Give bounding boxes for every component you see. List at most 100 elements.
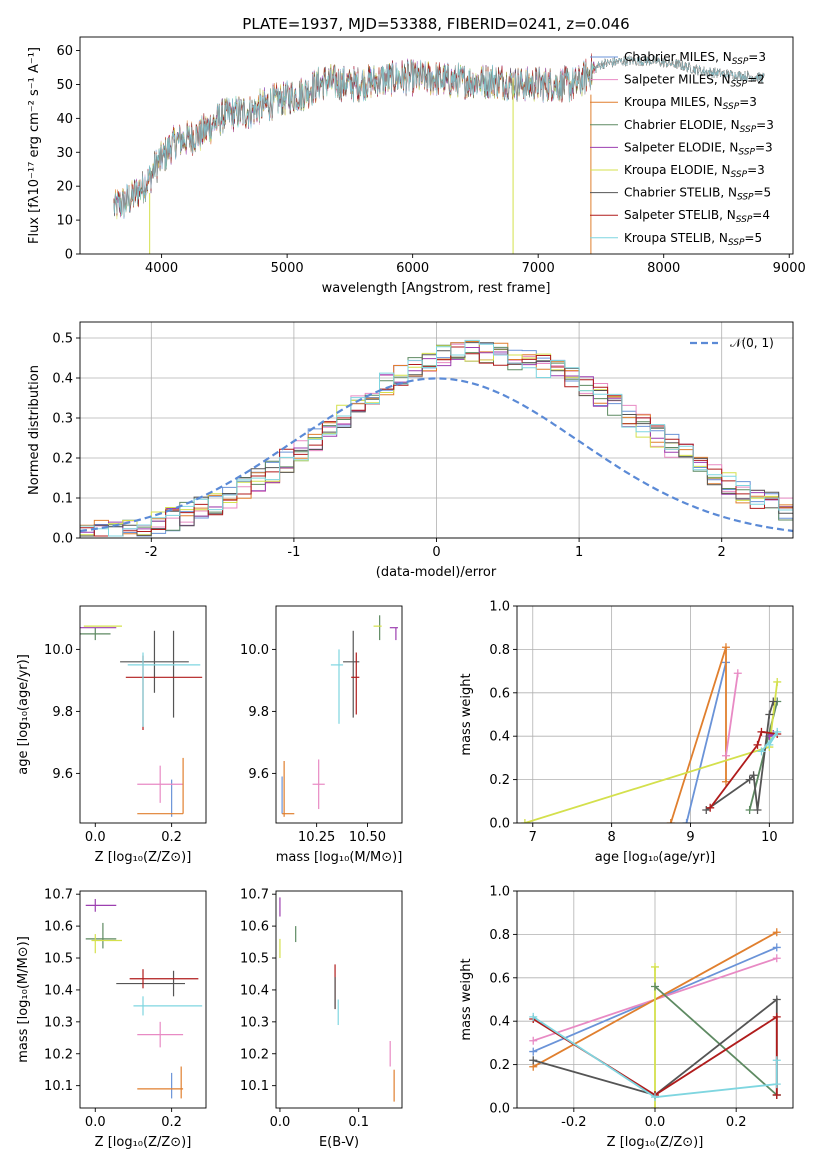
errorbar-point-4 bbox=[80, 627, 111, 641]
weight-line-series-7 bbox=[532, 1016, 778, 1099]
y-tick-label: 10.0 bbox=[240, 643, 269, 658]
y-tick-label: 9.8 bbox=[248, 705, 269, 720]
y-tick-label: 0.0 bbox=[52, 532, 73, 547]
weight-line-series-0 bbox=[685, 662, 727, 823]
y-tick-label: 0.4 bbox=[489, 1015, 510, 1030]
weight-marker-7-1 bbox=[753, 740, 762, 749]
y-tick-label: 0.0 bbox=[489, 817, 510, 832]
errorbar-point-1 bbox=[312, 759, 325, 810]
plot-area bbox=[113, 53, 765, 254]
axes-border bbox=[275, 605, 403, 824]
y-tick-label: 10.6 bbox=[240, 920, 269, 935]
mass-weight-vs-metallicity-panel: -0.2 0.0 0.2 0.0 0.2 0.4 0.6 0.8 1.0 Z [log₁₀(Z/Z… bbox=[459, 885, 794, 1150]
axes-frame: 4000 5000 6000 7000 8000 9000 0 10 20 30 40 50 60 wav… bbox=[27, 36, 806, 296]
weight-line-series-4 bbox=[654, 985, 778, 1096]
legend-subscript: SSP bbox=[731, 170, 748, 180]
legend-subscript: SSP bbox=[736, 215, 753, 225]
histogram-step-series-8 bbox=[80, 339, 793, 538]
weight-marker-3-0 bbox=[745, 805, 754, 814]
weight-marker-2-1 bbox=[772, 928, 781, 937]
y-axis-label: mass weight bbox=[459, 673, 474, 755]
weight-marker-6-3 bbox=[772, 1090, 781, 1099]
y-axis-label: Normed distribution bbox=[27, 365, 42, 495]
legend-text: Chabrier STELIB, N bbox=[624, 186, 737, 200]
x-tick-label: 1 bbox=[575, 545, 583, 560]
y-tick-label: 10.3 bbox=[44, 1015, 73, 1030]
y-axis-label: mass weight bbox=[459, 958, 474, 1040]
axes-border bbox=[275, 890, 403, 1109]
weight-marker-1-0 bbox=[666, 819, 675, 823]
legend-subscript: SSP bbox=[723, 102, 740, 112]
legend-count: =3 bbox=[755, 140, 773, 154]
residuals-panel: -2 -1 0 1 2 0.0 0.1 0.2 0.3 0.4 0.5 (data-model)/er… bbox=[27, 321, 794, 580]
y-tick-label: 0 bbox=[65, 248, 73, 263]
y-tick-label: 0.5 bbox=[52, 332, 73, 347]
weight-marker-6-3 bbox=[753, 805, 762, 814]
x-axis-label: Z [log₁₀(Z/Z⊙)] bbox=[95, 850, 192, 865]
normal-reference-curve bbox=[80, 377, 793, 533]
x-tick-label: 9000 bbox=[773, 261, 806, 276]
weight-line-series-4 bbox=[524, 681, 779, 823]
y-tick-label: 0.8 bbox=[489, 643, 510, 658]
legend-subscript: SSP bbox=[737, 193, 754, 203]
x-tick-label: 10.50 bbox=[349, 830, 386, 845]
x-tick-label: 4000 bbox=[145, 261, 178, 276]
weight-marker-6-5 bbox=[769, 697, 778, 706]
y-tick-label: 10.0 bbox=[44, 643, 73, 658]
mass-vs-metallicity-panel: 0.0 0.2 10.1 10.2 10.3 10.4 10.5 10.6 10.7 Z [log… bbox=[16, 888, 207, 1150]
y-tick-label: 0.3 bbox=[52, 412, 73, 427]
legend-label-5: Kroupa ELODIE, NSSP=3 bbox=[624, 163, 765, 180]
weight-marker-7-3 bbox=[772, 1056, 781, 1065]
weight-marker-8-2 bbox=[765, 740, 774, 749]
axes-frame: 0.0 0.2 9.6 9.8 10.0 Z [log₁₀(Z/Z⊙)] age [log₁… bbox=[16, 605, 207, 865]
legend-text: Chabrier ELODIE, N bbox=[624, 118, 740, 132]
legend-label-8: Kroupa STELIB, NSSP=5 bbox=[624, 231, 762, 248]
y-tick-label: 10.7 bbox=[44, 888, 73, 903]
weight-marker-1-2 bbox=[721, 777, 730, 786]
y-axis-label: Flux [fλ10⁻¹⁷ erg cm⁻² s⁻¹ A⁻¹] bbox=[27, 47, 42, 244]
errorbar-point-1 bbox=[137, 765, 184, 803]
weight-marker-0-1 bbox=[772, 943, 781, 952]
y-tick-label: 1.0 bbox=[489, 600, 510, 615]
y-tick-label: 9.6 bbox=[248, 767, 269, 782]
legend-label-7: Salpeter STELIB, NSSP=4 bbox=[624, 208, 770, 225]
y-tick-label: 10.7 bbox=[240, 888, 269, 903]
axes-frame: 0.0 0.1 10.1 10.2 10.3 10.4 10.5 10.6 10.7 E(B-V) bbox=[240, 888, 403, 1150]
x-axis-label: Z [log₁₀(Z/Z⊙)] bbox=[95, 1135, 192, 1150]
weight-marker-5-2 bbox=[772, 995, 781, 1004]
x-tick-label: 8 bbox=[607, 830, 615, 845]
legend-count: =5 bbox=[744, 231, 762, 245]
y-tick-label: 60 bbox=[56, 44, 73, 59]
y-tick-label: 0.2 bbox=[489, 1058, 510, 1073]
weight-marker-4-2 bbox=[773, 677, 782, 686]
spectrum-panel: 4000 5000 6000 7000 8000 9000 0 10 20 30 40 50 60 wav… bbox=[27, 36, 806, 296]
weight-marker-2-1 bbox=[733, 669, 742, 678]
weight-marker-5-0 bbox=[529, 1056, 538, 1065]
y-tick-label: 10.6 bbox=[44, 920, 73, 935]
legend-label-0: Chabrier MILES, NSSP=3 bbox=[624, 50, 766, 67]
y-tick-label: 10.1 bbox=[44, 1079, 73, 1094]
x-tick-label: 2 bbox=[718, 545, 726, 560]
legend-subscript: SSP bbox=[732, 57, 749, 67]
plot-area bbox=[529, 928, 781, 1108]
legend-count: =5 bbox=[754, 186, 772, 200]
y-tick-label: 1.0 bbox=[489, 885, 510, 900]
x-tick-label: 10 bbox=[761, 830, 778, 845]
x-tick-label: 6000 bbox=[396, 261, 429, 276]
legend-text: Salpeter ELODIE, N bbox=[624, 140, 738, 154]
weight-marker-7-1 bbox=[651, 1093, 659, 1102]
y-tick-label: 9.6 bbox=[52, 767, 73, 782]
legend-count: =3 bbox=[739, 95, 757, 109]
weight-marker-6-1 bbox=[745, 775, 754, 784]
age-vs-metallicity-panel: 0.0 0.2 9.6 9.8 10.0 Z [log₁₀(Z/Z⊙)] age [log₁… bbox=[16, 605, 207, 865]
weight-line-series-2 bbox=[725, 673, 739, 756]
y-tick-label: 10.4 bbox=[240, 983, 269, 998]
age-vs-mass-panel: 10.25 10.50 9.6 9.8 10.0 mass [log₁₀(M/M⊙)] bbox=[240, 605, 403, 865]
y-axis-label: mass [log₁₀(M/M⊙)] bbox=[16, 936, 31, 1063]
legend-count: =4 bbox=[752, 208, 770, 222]
x-axis-label: mass [log₁₀(M/M⊙)] bbox=[276, 850, 403, 865]
y-tick-label: 10.2 bbox=[44, 1047, 73, 1062]
weight-marker-7-2 bbox=[757, 727, 766, 736]
y-tick-label: 10.2 bbox=[240, 1047, 269, 1062]
